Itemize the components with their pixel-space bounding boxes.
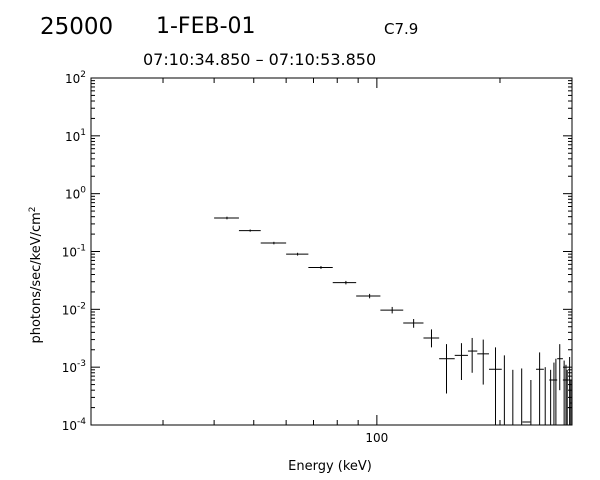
data-point [423,329,440,348]
y-axis-label: photons/sec/keV/cm2 [28,206,44,343]
data-point [332,280,357,285]
data-point [214,216,239,220]
data-point [454,343,468,380]
data-point [380,306,404,314]
data-point [571,362,573,425]
data-point [286,252,309,256]
data-point [260,241,287,245]
x-axis-label: Energy (keV) [288,459,372,474]
y-tick-label: 100 [65,186,86,202]
event-date: 1-FEB-01 [156,14,256,39]
plot-frame [90,77,573,426]
x-tick-label: 100 [365,431,388,445]
data-point [536,352,544,425]
data-point [467,337,478,373]
data-point [356,293,381,299]
data-point [308,266,333,269]
y-tick-label: 101 [65,128,86,144]
y-tick-label: 10-3 [62,359,86,375]
data-point [439,344,455,394]
data-point [557,344,563,391]
y-tick-label: 10-4 [62,417,87,433]
y-tick-label: 10-2 [62,301,86,317]
y-tick-label: 10-1 [62,244,86,260]
y-tick-label: 102 [65,70,86,86]
data-point [477,339,489,385]
event-id: 25000 [40,14,114,40]
data-point [403,319,424,328]
flare-class: C7.9 [384,20,419,38]
data-point [488,347,502,425]
time-range: 07:10:34.850 – 07:10:53.850 [143,50,377,69]
data-point [238,229,261,232]
